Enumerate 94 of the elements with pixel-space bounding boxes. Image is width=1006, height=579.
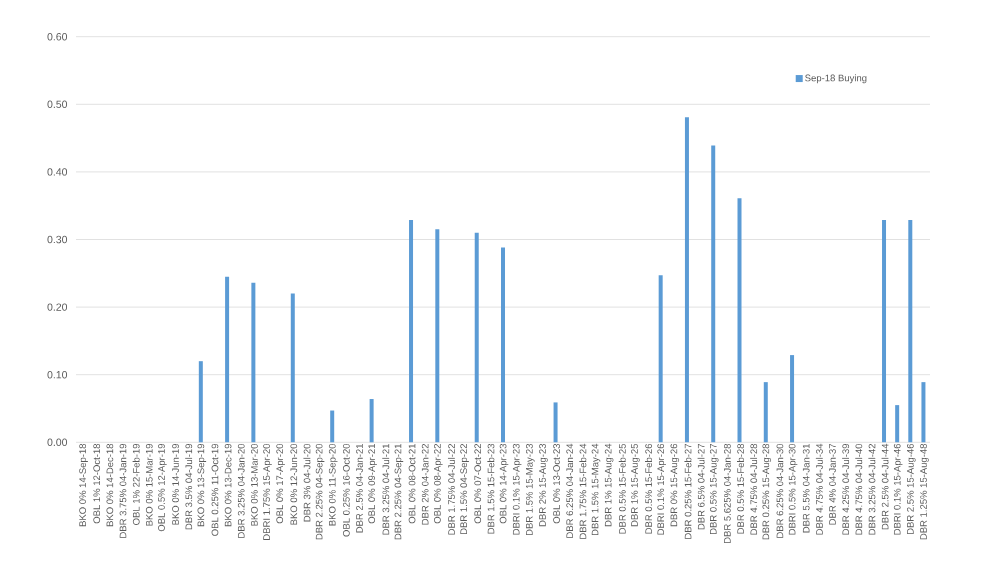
x-tick-label: DBRI 0.1% 15-Apr-23 <box>512 443 522 535</box>
x-tick-label: BKO 0% 14-Sep-18 <box>79 443 88 527</box>
x-tick-label: DBR 6.25% 04-Jan-24 <box>566 443 574 538</box>
x-tick-label: BKO 0% 14-Jun-19 <box>172 443 179 525</box>
x-tick-label: DBR 2.25% 04-Sep-20 <box>315 443 325 540</box>
x-tick-label: DBR 4.75% 04-Jul-28 <box>750 443 758 535</box>
x-tick-label: DBR 4.75% 04-Jul-34 <box>815 443 823 535</box>
x-tick-label: BKO 0% 13-Mar-20 <box>251 443 258 526</box>
x-tick-label: DBR 3.5% 04-Jul-19 <box>185 443 193 530</box>
x-tick-label: OBL 0% 14-Apr-23 <box>499 443 509 524</box>
x-tick-label: OBL 0% 09-Apr-21 <box>368 443 377 524</box>
x-tick-label: DBR 0.5% 15-Feb-28 <box>737 443 744 534</box>
x-tick-label: DBR 1.5% 04-Sep-22 <box>460 443 469 535</box>
bar <box>658 275 663 443</box>
y-tick-label: 0.00 <box>47 438 68 447</box>
y-tick-label: 0.30 <box>47 235 68 244</box>
x-tick-label: OBL 0% 17-Apr-20 <box>276 443 285 524</box>
x-tick-label: OBL 0% 08-Oct-21 <box>408 443 416 524</box>
y-tick-label: 0.40 <box>47 168 68 176</box>
x-tick-label: BKO 0% 15-Mar-19 <box>145 443 153 526</box>
x-tick-label: OBL 0% 08-Apr-22 <box>434 443 443 524</box>
x-tick-label: BKO 0% 11-Sep-20 <box>328 443 338 526</box>
x-tick-label: OBL 0% 07-Oct-22 <box>474 443 482 524</box>
x-tick-label: DBR 3.25% 04-Jul-42 <box>868 443 876 535</box>
x-tick-label: DBR 6.25% 04-Jan-30 <box>776 443 784 538</box>
x-tick-label: BKO 0% 13-Dec-19 <box>224 443 232 527</box>
bar <box>369 399 374 443</box>
bar <box>737 198 742 443</box>
x-tick-label: DBR 2.25% 04-Sep-21 <box>394 443 404 540</box>
x-tick-label: DBR 3% 04-Jul-20 <box>303 443 311 522</box>
x-tick-label: DBR 2.5% 04-Jan-21 <box>356 443 363 533</box>
x-tick-label: OBL 1% 12-Oct-18 <box>93 443 101 524</box>
x-tick-label: DBR 1.75% 04-Jul-22 <box>447 443 455 535</box>
x-tick-label: DBR 1.25% 15-Aug-48 <box>920 443 929 540</box>
x-tick-label: DBR 1.5% 15-Feb-23 <box>487 443 495 534</box>
bar <box>251 282 256 443</box>
x-tick-label: DBR 3.25% 04-Jan-20 <box>237 443 245 538</box>
bar <box>763 382 768 443</box>
bar <box>921 382 926 443</box>
bar <box>895 405 900 443</box>
bar <box>711 145 716 443</box>
x-tick-label: OBL 0.25% 11-Oct-19 <box>211 443 219 536</box>
bar <box>225 276 230 443</box>
x-tick-label: DBR 4.75% 04-Jul-40 <box>855 443 863 535</box>
bar <box>790 355 795 443</box>
x-tick-label: BKO 0% 12-Jun-20 <box>290 443 298 525</box>
x-tick-label: DBR 2% 15-Aug-23 <box>539 443 548 527</box>
x-tick-label: OBL 0.5% 12-Apr-19 <box>158 443 167 532</box>
x-tick-label: DBR 2.5% 15-Aug-46 <box>906 443 916 535</box>
bar <box>553 402 558 443</box>
x-tick-label: DBRI 0.1% 15-Apr-26 <box>657 443 666 535</box>
x-tick-label: DBR 4% 04-Jan-37 <box>829 443 836 525</box>
x-tick-label: DBR 3.75% 04-Jan-19 <box>119 443 127 538</box>
y-tick-label: 0.60 <box>47 32 68 41</box>
x-tick-label: DBR 1.75% 15-Feb-24 <box>579 443 587 539</box>
y-tick-label: 0.10 <box>47 370 68 379</box>
x-tick-label: DBR 0.25% 15-Feb-27 <box>684 443 692 539</box>
bar <box>501 247 505 443</box>
bar <box>290 293 295 443</box>
x-tick-label: DBR 4.25% 04-Jul-39 <box>842 443 850 535</box>
x-tick-label: DBR 0.5% 15-Aug-27 <box>709 443 719 535</box>
x-tick-label: DBR 2.5% 04-Jul-44 <box>881 443 889 530</box>
x-tick-label: DBR 5.625% 04-Jan-28 <box>723 443 731 544</box>
x-tick-label: DBR 5.5% 04-Jan-31 <box>802 443 810 533</box>
x-tick-label: DBR 6.5% 04-Jul-27 <box>697 443 705 530</box>
x-tick-label: DBR 2% 04-Jan-22 <box>421 443 429 525</box>
bar <box>684 117 689 443</box>
x-tick-label: BKO 0% 13-Sep-19 <box>197 443 207 527</box>
x-tick-label: DBRI 0.1% 15-Apr-46 <box>893 443 903 535</box>
x-tick-label: DBRI 0.5% 15-Apr-30 <box>788 443 798 535</box>
x-tick-label: DBR 0.5% 15-Feb-25 <box>618 443 626 534</box>
x-tick-label: OBL 0% 13-Oct-23 <box>553 443 560 524</box>
x-tick-label: DBR 1.5% 15-May-23 <box>525 443 535 536</box>
bar <box>330 410 335 443</box>
y-tick-label: 0.50 <box>47 100 68 109</box>
bar <box>198 361 203 443</box>
x-tick-label: OBL 1% 22-Feb-19 <box>132 443 140 525</box>
x-tick-label: OBL 0.25% 16-Oct-20 <box>342 443 350 537</box>
bar <box>474 232 479 443</box>
x-tick-label: DBR 1.5% 15-May-24 <box>591 443 601 536</box>
x-tick-label: DBRI 1.75% 15-Apr-20 <box>263 443 272 540</box>
x-tick-label: DBR 0.5% 15-Feb-26 <box>645 443 653 534</box>
bar <box>908 219 913 443</box>
x-tick-label: DBR 1% 15-Aug-24 <box>604 443 614 527</box>
bar <box>882 219 887 443</box>
x-tick-label: DBR 3.25% 04-Jul-21 <box>382 443 390 535</box>
bar <box>409 219 414 443</box>
x-tick-label: DBR 1% 15-Aug-25 <box>631 443 640 527</box>
x-tick-label: DBR 0% 15-Aug-26 <box>670 443 680 527</box>
x-tick-label: DBR 0.25% 15-Aug-28 <box>762 443 772 540</box>
legend-label: Sep-18 Buying <box>805 74 867 84</box>
y-tick-label: 0.20 <box>47 303 68 311</box>
bar <box>435 229 440 443</box>
x-tick-label: BKO 0% 14-Dec-18 <box>106 443 114 527</box>
